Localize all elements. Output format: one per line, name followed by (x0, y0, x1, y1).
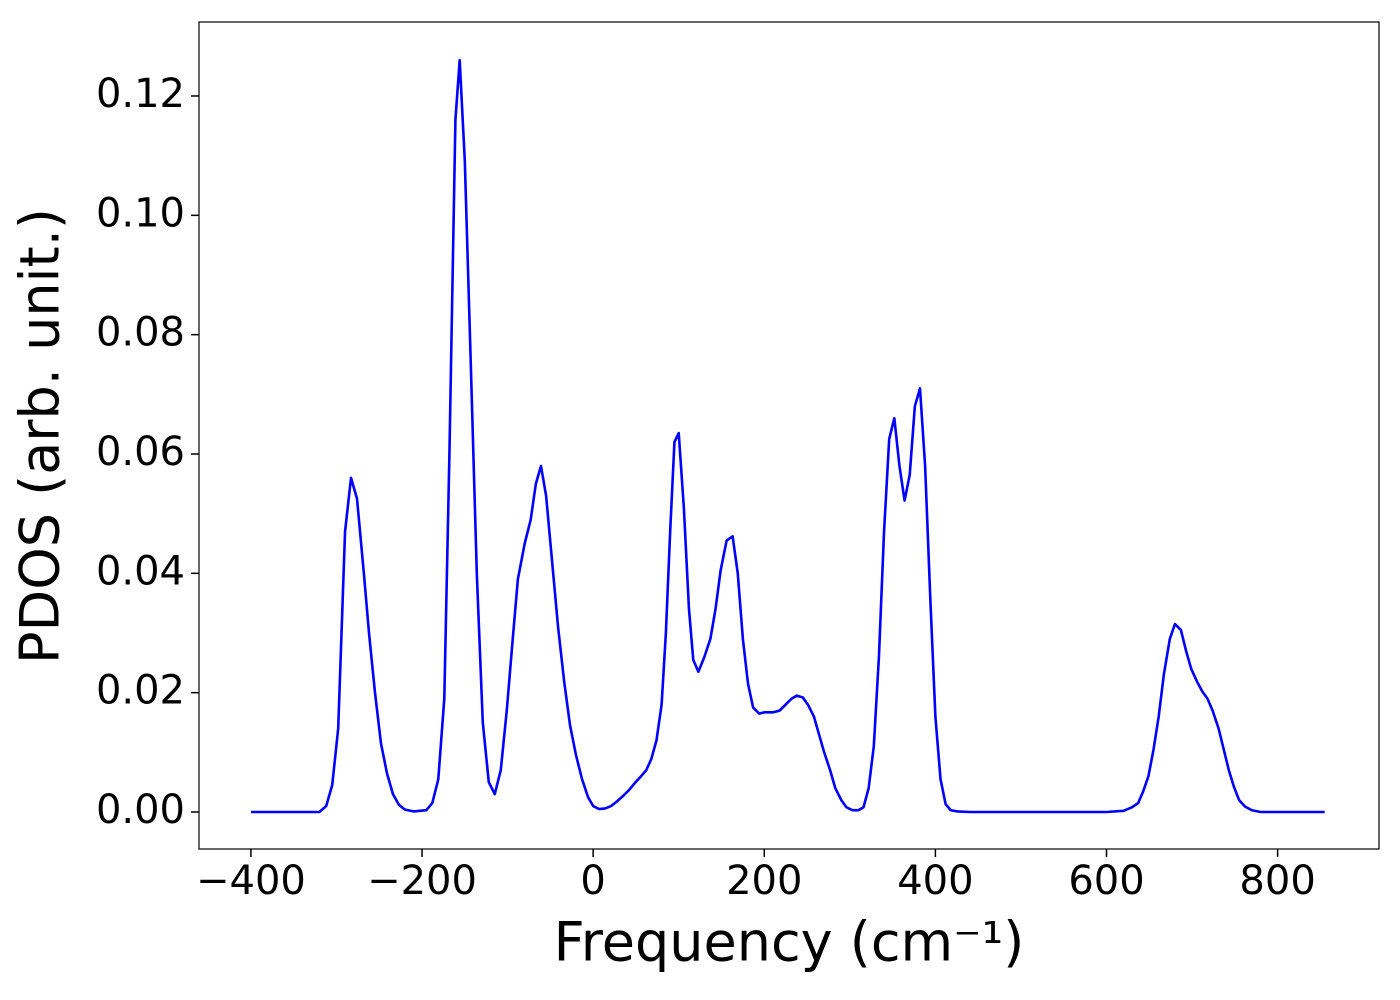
x-tick-label: −400 (196, 858, 306, 904)
plot-frame (198, 21, 1380, 850)
x-tick-label: 600 (1068, 858, 1144, 904)
y-axis-label: PDOS (arb. unit.) (9, 208, 72, 664)
y-tick-label: 0.00 (96, 787, 185, 833)
y-tick-label: 0.08 (96, 310, 185, 356)
x-tick-label: 800 (1239, 858, 1315, 904)
x-tick-label: 200 (726, 858, 802, 904)
x-tick-label: −200 (367, 858, 477, 904)
data-line (250, 58, 1325, 814)
y-tick-label: 0.10 (96, 190, 185, 236)
x-axis-label: Frequency (cm⁻¹) (554, 911, 1025, 974)
x-tick-label: 400 (897, 858, 973, 904)
y-tick-label: 0.06 (96, 429, 185, 475)
y-tick-label: 0.02 (96, 668, 185, 714)
y-tick-label: 0.12 (96, 71, 185, 117)
y-tick-label: 0.04 (96, 548, 185, 594)
x-tick-label: 0 (580, 858, 605, 904)
